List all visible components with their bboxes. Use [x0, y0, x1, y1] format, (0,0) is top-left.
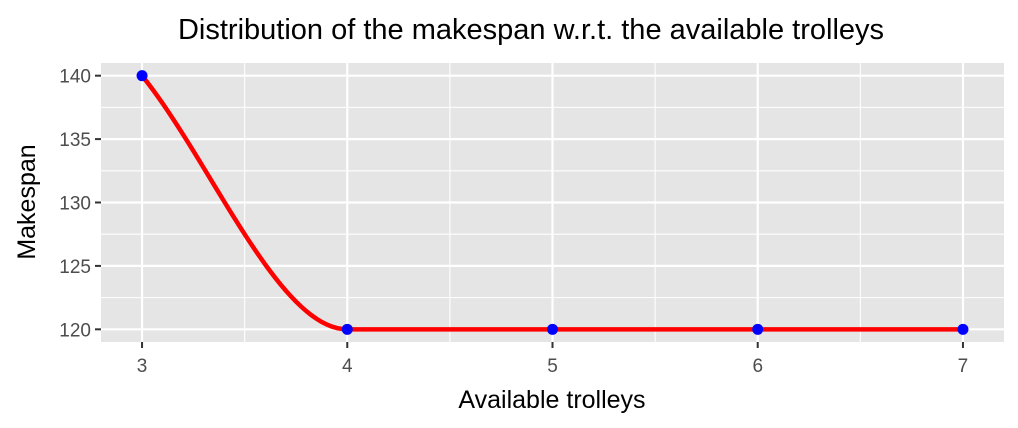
x-tick-label: 6: [752, 356, 763, 377]
y-tick-label: 120: [59, 320, 91, 341]
x-tick-label: 5: [547, 356, 558, 377]
x-tick-label: 3: [137, 356, 148, 377]
y-tick-label: 140: [59, 67, 91, 88]
x-axis-title: Available trolleys: [458, 386, 645, 414]
x-axis-ticks: 3 4 5 6 7: [137, 342, 968, 377]
data-point: [341, 323, 353, 335]
y-axis-ticks: 120 125 130 135 140: [59, 67, 101, 341]
y-tick-label: 130: [59, 194, 91, 215]
chart-title: Distribution of the makespan w.r.t. the …: [178, 14, 884, 46]
data-point: [752, 323, 764, 335]
y-tick-label: 125: [59, 257, 91, 278]
data-points: [136, 70, 969, 335]
y-axis-title: Makespan: [13, 144, 41, 259]
x-tick-label: 4: [342, 356, 353, 377]
x-tick-label: 7: [958, 356, 969, 377]
data-point: [136, 70, 148, 82]
y-tick-label: 135: [59, 130, 91, 151]
data-point: [547, 323, 558, 335]
data-point: [957, 323, 969, 335]
